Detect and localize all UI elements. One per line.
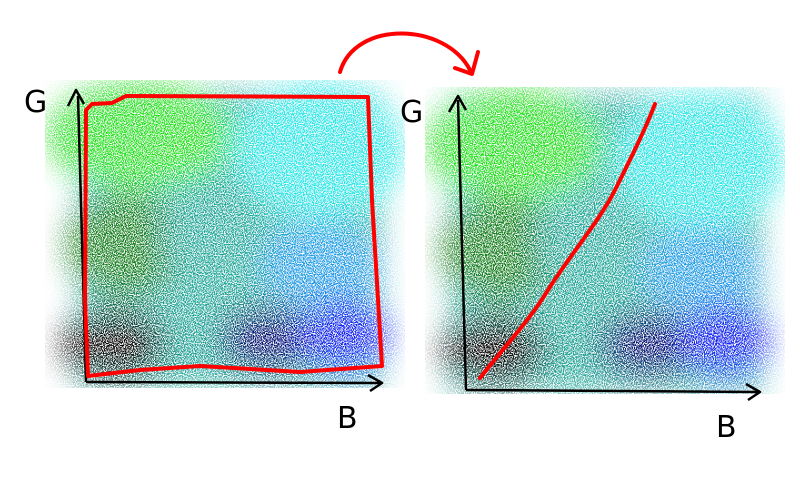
right-blob-blue [680,300,770,380]
left-x-axis [85,380,381,385]
right-g-axis-label: G [400,95,423,130]
right-y-arrowhead [447,94,468,113]
left-blob-sky-blue [260,220,380,310]
right-blob-black [440,310,550,390]
right-blob-sky-blue [640,225,760,315]
right-x-axis [465,388,759,394]
left-rectangle-annotation [83,94,384,378]
right-b-axis-label: B [716,410,737,445]
left-blob-cyan [235,80,405,220]
right-axes [447,94,762,402]
left-blob-bright-green [45,80,235,190]
right-blob-navy [595,307,705,383]
right-blob-teal [540,195,660,295]
left-blob-teal [165,190,285,290]
left-b-axis-label: B [337,401,358,436]
right-blob-cyan [615,90,785,230]
left-blob-blue [300,295,390,375]
right-y-axis [456,99,468,391]
curved-arrow-icon [338,31,480,76]
right-point-cloud [425,87,785,394]
left-g-axis-label: G [24,85,47,120]
right-panel: G B [400,87,785,445]
left-blob-navy [215,302,325,378]
left-point-cloud [45,80,405,388]
right-x-arrowhead [745,382,762,402]
right-diagonal-line-annotation [478,102,657,380]
left-x-arrowhead [367,373,384,393]
left-blob-dark-green [65,190,185,300]
left-y-arrowhead [66,88,86,107]
curved-arrow-shaft [338,31,472,74]
right-blob-dark-green [440,195,560,305]
right-blob-bright-green [425,87,605,203]
curved-arrow-head [453,50,480,76]
left-panel: G B [24,80,405,436]
